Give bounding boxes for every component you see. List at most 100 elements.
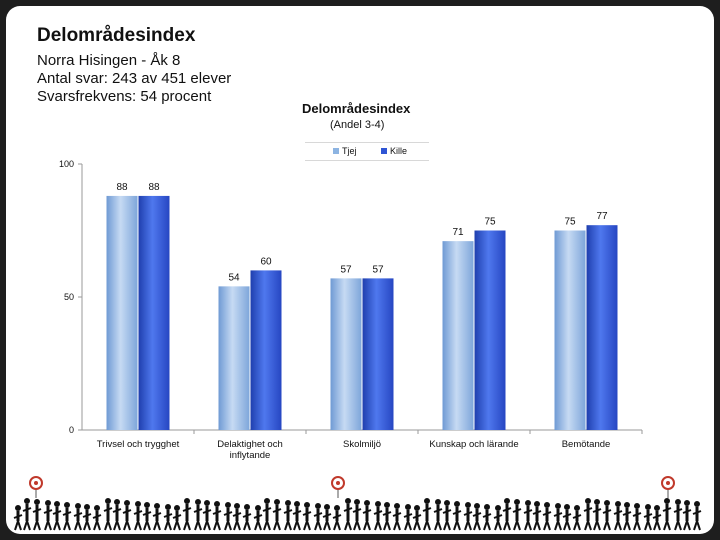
person-head <box>45 500 51 506</box>
person-head <box>564 504 570 510</box>
person-leg <box>146 520 151 531</box>
person-leg <box>686 520 691 531</box>
bar-tjej <box>442 241 474 430</box>
chart-subtitle: (Andel 3-4) <box>330 119 385 131</box>
person-leg <box>416 520 421 531</box>
person-head <box>624 502 630 508</box>
person-head <box>444 500 450 506</box>
person-head <box>294 501 300 507</box>
person-head <box>465 502 471 508</box>
person-leg <box>287 520 292 531</box>
legend-label-kille: Kille <box>390 146 408 156</box>
person-head <box>684 500 690 506</box>
person-arms <box>82 513 92 518</box>
x-tick-label: inflytande <box>230 450 271 461</box>
person-leg <box>26 520 31 531</box>
person-arms <box>253 514 263 519</box>
person-head <box>454 501 460 507</box>
legend-item-tjej: Tjej <box>333 146 357 156</box>
bar-kille <box>362 278 394 430</box>
person-head <box>324 504 330 510</box>
person-head <box>364 500 370 506</box>
person-arms <box>242 513 252 518</box>
person-leg <box>126 520 131 531</box>
person-arms <box>673 508 683 513</box>
person-arms <box>602 509 612 514</box>
person-arms <box>433 508 443 513</box>
person-arms <box>652 514 662 519</box>
person-leg <box>176 520 181 531</box>
person-head <box>24 498 30 504</box>
person-arms <box>442 509 452 514</box>
person-leg <box>347 520 352 531</box>
person-leg <box>506 520 511 531</box>
person-head <box>504 498 510 504</box>
person-arms <box>403 513 413 518</box>
x-tick-label: Bemötande <box>562 439 611 450</box>
person-leg <box>396 520 401 531</box>
person-leg <box>257 520 262 531</box>
person-leg <box>227 520 232 531</box>
person-head <box>574 505 580 511</box>
person-head <box>144 502 150 508</box>
data-label: 75 <box>564 217 576 228</box>
person-leg <box>17 520 22 531</box>
person-arms <box>152 512 162 517</box>
person-head <box>354 499 360 505</box>
person-leg <box>356 520 361 531</box>
person-leg <box>596 520 601 531</box>
person-head <box>495 505 501 511</box>
data-label: 57 <box>372 264 384 275</box>
person-leg <box>336 520 341 531</box>
person-arms <box>232 512 242 517</box>
person-leg <box>266 520 271 531</box>
person-leg <box>156 520 161 531</box>
bar-tjej <box>330 278 362 430</box>
target-center <box>666 481 670 485</box>
person-leg <box>236 520 241 531</box>
person-leg <box>497 520 502 531</box>
person-head <box>484 504 490 510</box>
subtitle-responses: Antal svar: 243 av 451 elever <box>37 70 232 87</box>
person-leg <box>527 520 532 531</box>
person-leg <box>326 520 331 531</box>
person-head <box>424 498 430 504</box>
target-center <box>336 481 340 485</box>
person-arms <box>362 509 372 514</box>
person-leg <box>107 520 112 531</box>
person-leg <box>56 520 61 531</box>
person-arms <box>662 507 672 512</box>
person-leg <box>66 520 71 531</box>
subtitle-school: Norra Hisingen - Åk 8 <box>37 52 181 69</box>
person-leg <box>216 520 221 531</box>
bar-kille <box>586 225 618 430</box>
person-head <box>525 500 531 506</box>
x-tick-label: Trivsel och trygghet <box>97 439 180 450</box>
person-arms <box>272 508 282 513</box>
person-leg <box>677 520 682 531</box>
target-center <box>34 481 38 485</box>
person-leg <box>36 520 41 531</box>
person-leg <box>516 520 521 531</box>
person-head <box>514 499 520 505</box>
person-leg <box>206 520 211 531</box>
person-head <box>285 500 291 506</box>
person-arms <box>523 509 533 514</box>
person-leg <box>317 520 322 531</box>
person-head <box>474 503 480 509</box>
person-leg <box>636 520 641 531</box>
person-arms <box>613 510 623 515</box>
person-head <box>274 499 280 505</box>
person-head <box>615 501 621 507</box>
person-leg <box>446 520 451 531</box>
chart-title: Delområdesindex <box>302 101 411 116</box>
person-arms <box>682 509 692 514</box>
slide-title: Delområdesindex <box>37 25 196 46</box>
person-head <box>34 499 40 505</box>
legend-swatch-tjej <box>333 148 339 154</box>
person-arms <box>572 514 582 519</box>
bar-tjej <box>106 195 138 430</box>
person-leg <box>647 520 652 531</box>
person-head <box>585 498 591 504</box>
person-leg <box>77 520 82 531</box>
